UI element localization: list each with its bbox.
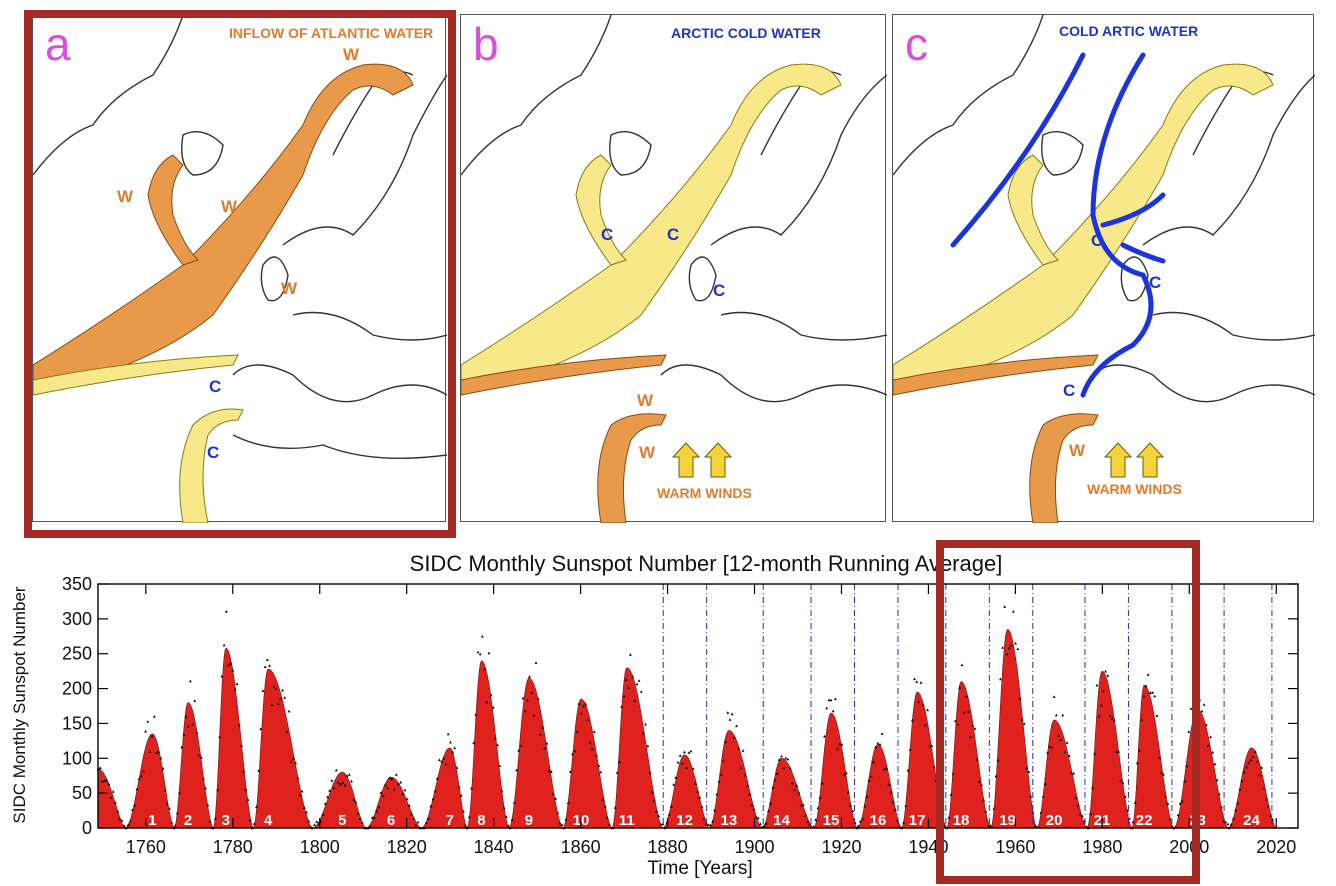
cycle-label-13: 13 [721,812,738,829]
highlight-box-panel-a [24,10,456,538]
label-c-2: C [207,443,220,462]
chart-body: 1 2 3 4 5 6 7 8 9 10 11 12 13 14 15 16 17 18 19 20 21 22 23 240… [62,574,1299,857]
warm-currents [893,354,1099,523]
panel-letter-a: a [45,18,71,70]
cool-currents [461,63,842,396]
label-w-1: W [343,45,360,64]
highlight-box-cycles-18-22 [936,540,1200,884]
cycle-label-15: 15 [823,812,840,829]
label-c-2: C [667,225,680,244]
y-axis-label: SIDC Monthly Sunspot Number [10,586,29,823]
x-tick-label-1880: 1880 [648,837,688,857]
cycle-label-4: 4 [264,812,273,829]
cool-currents [33,354,244,523]
cycle-label-17: 17 [909,812,926,829]
x-tick-label-1980: 1980 [1082,837,1122,857]
label-c-1: C [601,225,614,244]
label-w-4: W [281,279,298,298]
label-w-2: W [639,443,656,462]
panel-title-c: COLD ARTIC WATER [1059,23,1199,39]
coastlines [33,15,447,460]
label-c-1: C [209,377,222,396]
cycle-label-22: 22 [1136,812,1153,829]
cycle-label-16: 16 [870,812,887,829]
label-c-2: C [1149,273,1162,292]
x-tick-label-1760: 1760 [126,837,166,857]
cycle-label-19: 19 [999,812,1016,829]
label-c-3: C [1063,381,1076,400]
x-tick-label-1820: 1820 [387,837,427,857]
map-panel-c: c COLD ARTIC WATER C C C W WARM WINDS [892,14,1315,523]
cycle-label-3: 3 [222,812,230,829]
x-tick-label-2020: 2020 [1256,837,1296,857]
plot-frame [97,583,1299,829]
x-tick-label-1960: 1960 [995,837,1035,857]
map-panel-a: a INFLOW OF ATLANTIC WATER W W W W C C [32,14,447,523]
panel-letter-b: b [473,18,499,70]
y-tick-label-0: 0 [82,818,92,838]
cycle-label-14: 14 [773,812,790,829]
cycle-label-20: 20 [1046,812,1063,829]
warm-winds-label: WARM WINDS [1087,481,1182,497]
y-tick-label-50: 50 [72,783,92,803]
cycle-label-18: 18 [953,812,970,829]
cycle-label-9: 9 [525,812,533,829]
sunspot-chart: SIDC Monthly Sunspot Number [12-month Ru… [10,551,1299,879]
cycle-label-24: 24 [1243,812,1260,829]
y-tick-label-100: 100 [62,748,92,768]
chart-title: SIDC Monthly Sunspot Number [12-month Ru… [410,551,1003,576]
label-c-1: C [1091,231,1104,250]
map-a-graphic [33,15,447,523]
cycle-label-7: 7 [446,812,454,829]
x-tick-label-1780: 1780 [213,837,253,857]
warm-currents [33,63,414,396]
y-tick-label-300: 300 [62,609,92,629]
y-tick-label-200: 200 [62,679,92,699]
cycle-label-1: 1 [148,812,156,829]
x-tick-label-1900: 1900 [734,837,774,857]
x-tick-label-1840: 1840 [474,837,514,857]
cold-water-arrows [950,52,1166,398]
panel-letter-c: c [905,18,928,70]
label-c-3: C [713,281,726,300]
warm-currents [461,354,667,523]
cycle-label-2: 2 [184,812,192,829]
label-w-3: W [221,197,238,216]
cycle-label-8: 8 [477,812,485,829]
x-axis-label: Time [Years] [647,858,752,879]
label-w-2: W [117,187,134,206]
panel-title-a: INFLOW OF ATLANTIC WATER [229,25,434,41]
sunspot-area [97,629,1277,829]
map-c-graphic [893,15,1315,523]
warm-wind-arrows [1103,442,1165,478]
map-b-graphic [461,15,887,523]
label-w-1: W [637,391,654,410]
y-tick-label-350: 350 [62,574,92,594]
y-tick-label-250: 250 [62,644,92,664]
label-w-1: W [1069,441,1086,460]
x-tick-label-1860: 1860 [561,837,601,857]
x-tick-label-1800: 1800 [300,837,340,857]
warm-wind-arrows [671,442,733,478]
map-panel-b: b ARCTIC COLD WATER C C C W W WARM WINDS [460,14,887,523]
warm-winds-label: WARM WINDS [657,485,752,501]
cycle-label-6: 6 [387,812,395,829]
cycle-label-11: 11 [619,812,635,829]
y-tick-label-150: 150 [62,713,92,733]
x-tick-label-1920: 1920 [821,837,861,857]
cycle-label-12: 12 [676,812,693,829]
panel-title-b: ARCTIC COLD WATER [671,25,821,41]
cool-currents [893,63,1274,396]
cycle-label-5: 5 [338,812,346,829]
